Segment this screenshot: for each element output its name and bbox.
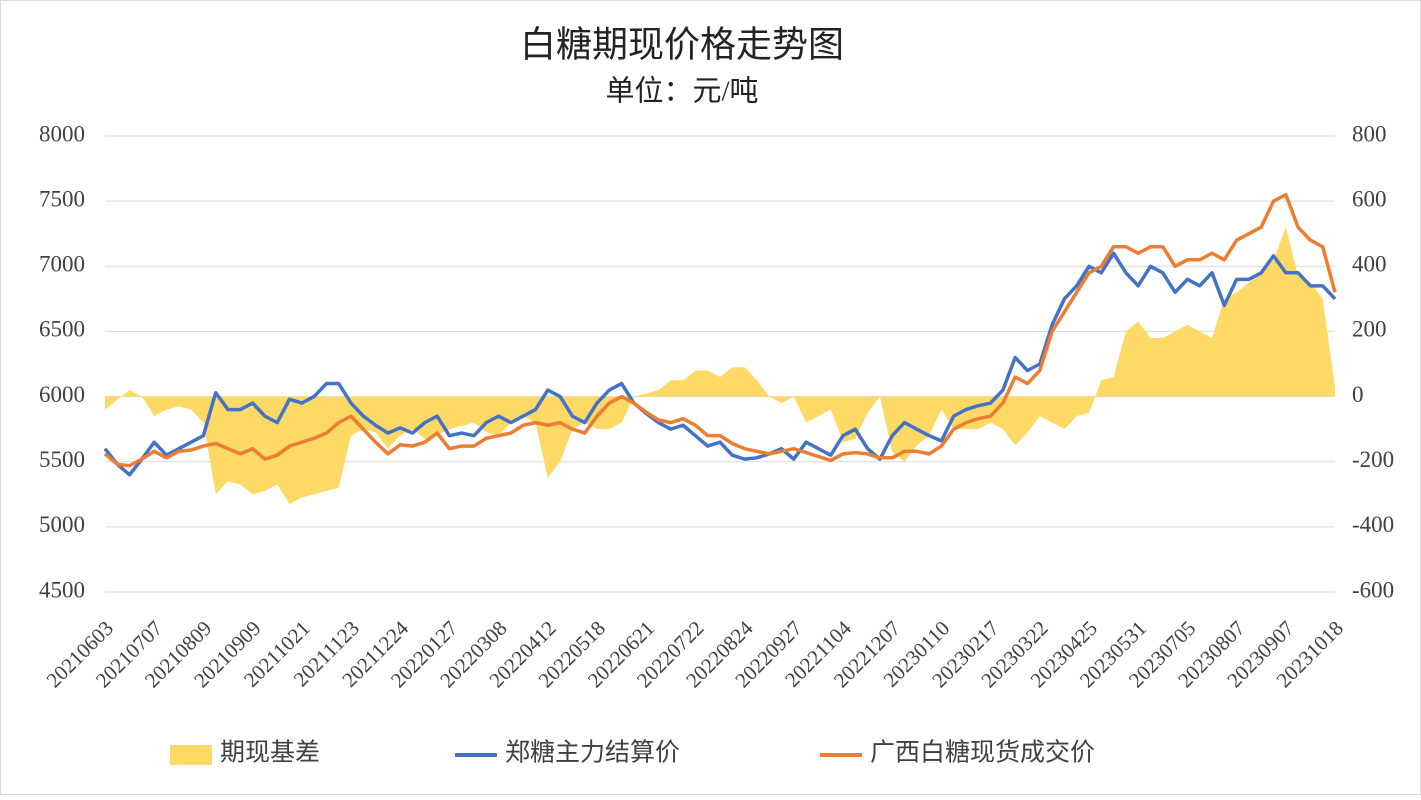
y-tick-label: 8000 xyxy=(39,121,85,146)
y-tick-label: 4500 xyxy=(39,577,85,602)
y2-tick-label: 0 xyxy=(1352,382,1364,407)
legend-label: 郑糖主力结算价 xyxy=(505,739,680,767)
legend-label: 广西白糖现货成交价 xyxy=(870,739,1095,767)
y-tick-label: 7000 xyxy=(39,252,85,277)
y-tick-label: 6500 xyxy=(39,317,85,342)
y-tick-label: 6000 xyxy=(39,382,85,407)
y-tick-label: 5000 xyxy=(39,512,85,537)
legend-label: 期现基差 xyxy=(220,739,320,767)
price-line xyxy=(103,192,1337,468)
y2-tick-label: 800 xyxy=(1352,121,1387,146)
basis-area xyxy=(105,227,1335,505)
y2-tick-label: -200 xyxy=(1352,447,1394,472)
price-line xyxy=(103,251,1337,477)
y2-tick-label: 200 xyxy=(1352,317,1387,342)
y2-tick-label: -600 xyxy=(1352,577,1394,602)
y2-tick-label: 400 xyxy=(1352,252,1387,277)
y2-tick-label: -400 xyxy=(1352,512,1394,537)
legend-swatch xyxy=(170,745,212,765)
y-tick-label: 7500 xyxy=(39,186,85,211)
chart-title: 白糖期现价格走势图 xyxy=(520,24,844,64)
y2-tick-label: 600 xyxy=(1352,186,1387,211)
y-tick-label: 5500 xyxy=(39,447,85,472)
chart-subtitle: 单位：元/吨 xyxy=(605,75,758,108)
